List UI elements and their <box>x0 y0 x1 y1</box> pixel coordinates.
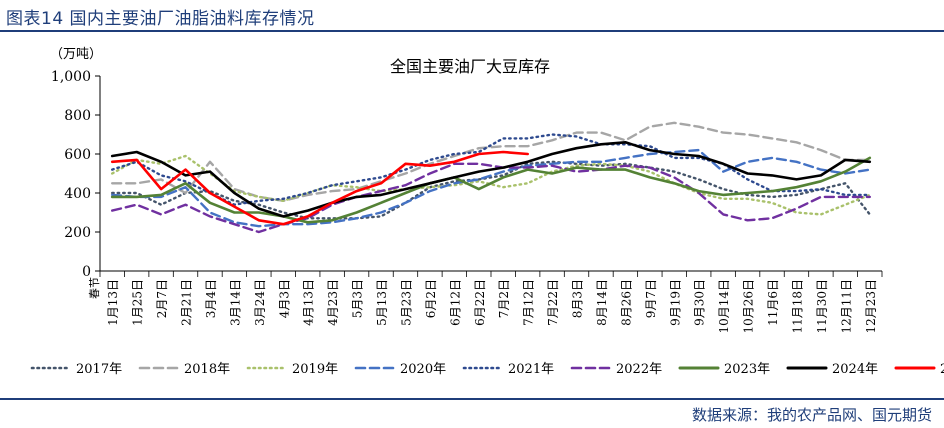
series-line <box>110 154 871 216</box>
series-line <box>110 141 872 218</box>
inventory-line-chart: 全国主要油厂大豆库存 （万吨） 0 200 400 600 800 1,000 春节 1月1… <box>30 47 944 377</box>
x-tick-label: 4月3日 <box>277 279 291 318</box>
x-tick-label: 7月12日 <box>522 279 536 326</box>
x-tick-label: 12月11日 <box>839 279 853 334</box>
series-line <box>110 162 871 234</box>
x-tick-label: 9月30日 <box>693 279 707 326</box>
legend-label: 2024年 <box>832 362 878 377</box>
x-tick-label: 3月14日 <box>228 279 242 326</box>
x-tick-label: 3月4日 <box>204 279 218 318</box>
y-tick-label: 200 <box>64 225 91 241</box>
x-tick-label: 6月12日 <box>448 279 462 326</box>
legend: 2017年 2018年 2019年 2020年 2021年 2022年 2023年 2024年… <box>30 362 944 377</box>
x-tick-label: 6月2日 <box>424 279 438 318</box>
series-line <box>110 150 530 226</box>
x-tick-label: 5月3日 <box>351 279 365 318</box>
x-tick-label: 3月24日 <box>253 279 267 326</box>
chart-title: 全国主要油厂大豆库存 <box>390 57 550 76</box>
x-tick-label: 8月14日 <box>595 279 609 326</box>
y-tick-label: 600 <box>64 147 91 163</box>
x-tick-label: 12月23日 <box>864 279 878 334</box>
legend-label: 2021年 <box>508 362 554 377</box>
legend-label: 2023年 <box>724 362 770 377</box>
legend-label: 2025年 <box>940 362 944 377</box>
x-tick-label: 7月2日 <box>497 279 511 318</box>
x-tick-label: 2月7日 <box>155 279 169 318</box>
y-tick-label: 1,000 <box>51 69 91 85</box>
x-tick-label: 11月18日 <box>790 279 804 334</box>
legend-label: 2019年 <box>292 362 338 377</box>
header-rule <box>0 30 944 32</box>
x-tick-label: 4月13日 <box>302 279 316 326</box>
x-tick-label: 1月25日 <box>131 279 145 326</box>
y-tick-label: 400 <box>64 186 91 202</box>
x-tick-label: 5月23日 <box>399 279 413 326</box>
legend-label: 2018年 <box>184 362 230 377</box>
legend-label: 2017年 <box>76 362 122 377</box>
x-tick-label: 8月26日 <box>619 279 633 326</box>
series-line <box>110 148 871 228</box>
y-axis: 0 200 400 600 800 1,000 <box>51 69 101 280</box>
series-line <box>110 121 871 203</box>
x-tick-label: 11月6日 <box>766 279 780 326</box>
footer-rule <box>0 398 944 400</box>
x-tick-label: 8月3日 <box>571 279 585 318</box>
x-tick-label: 2月21日 <box>180 279 194 326</box>
x-tick-label: 4月23日 <box>326 279 340 326</box>
source-note: 数据来源：我的农产品网、国元期货 <box>691 406 932 424</box>
series-lines <box>110 121 872 234</box>
series-line <box>110 160 871 220</box>
x-tick-label: 5月13日 <box>375 279 389 326</box>
y-tick-label: 0 <box>82 264 91 280</box>
legend-label: 2022年 <box>616 362 662 377</box>
x-tick-label: 1月13日 <box>106 279 120 326</box>
x-tick-label: 11月30日 <box>815 279 829 334</box>
y-tick-label: 800 <box>64 108 91 124</box>
series-line <box>110 133 871 206</box>
x-tick-label: 10月14日 <box>717 279 731 334</box>
figure-title: 图表14 国内主要油厂油脂油料库存情况 <box>6 9 315 29</box>
x-axis: 春节 1月13日 1月25日 2月7日 2月21日 3月4日 3月14日 3月24日 4月3日 4… <box>88 270 883 334</box>
x-tick-label: 7月22日 <box>546 279 560 326</box>
series-line <box>110 156 872 224</box>
x-tick-label: 6月22日 <box>473 279 487 326</box>
x-tick-label: 9月7日 <box>644 279 658 318</box>
y-axis-unit: （万吨） <box>50 47 102 62</box>
x-tick-label: 10月26日 <box>742 279 756 334</box>
legend-label: 2020年 <box>400 362 446 377</box>
x-start-label: 春节 <box>88 277 101 299</box>
x-tick-label: 9月19日 <box>668 279 682 326</box>
